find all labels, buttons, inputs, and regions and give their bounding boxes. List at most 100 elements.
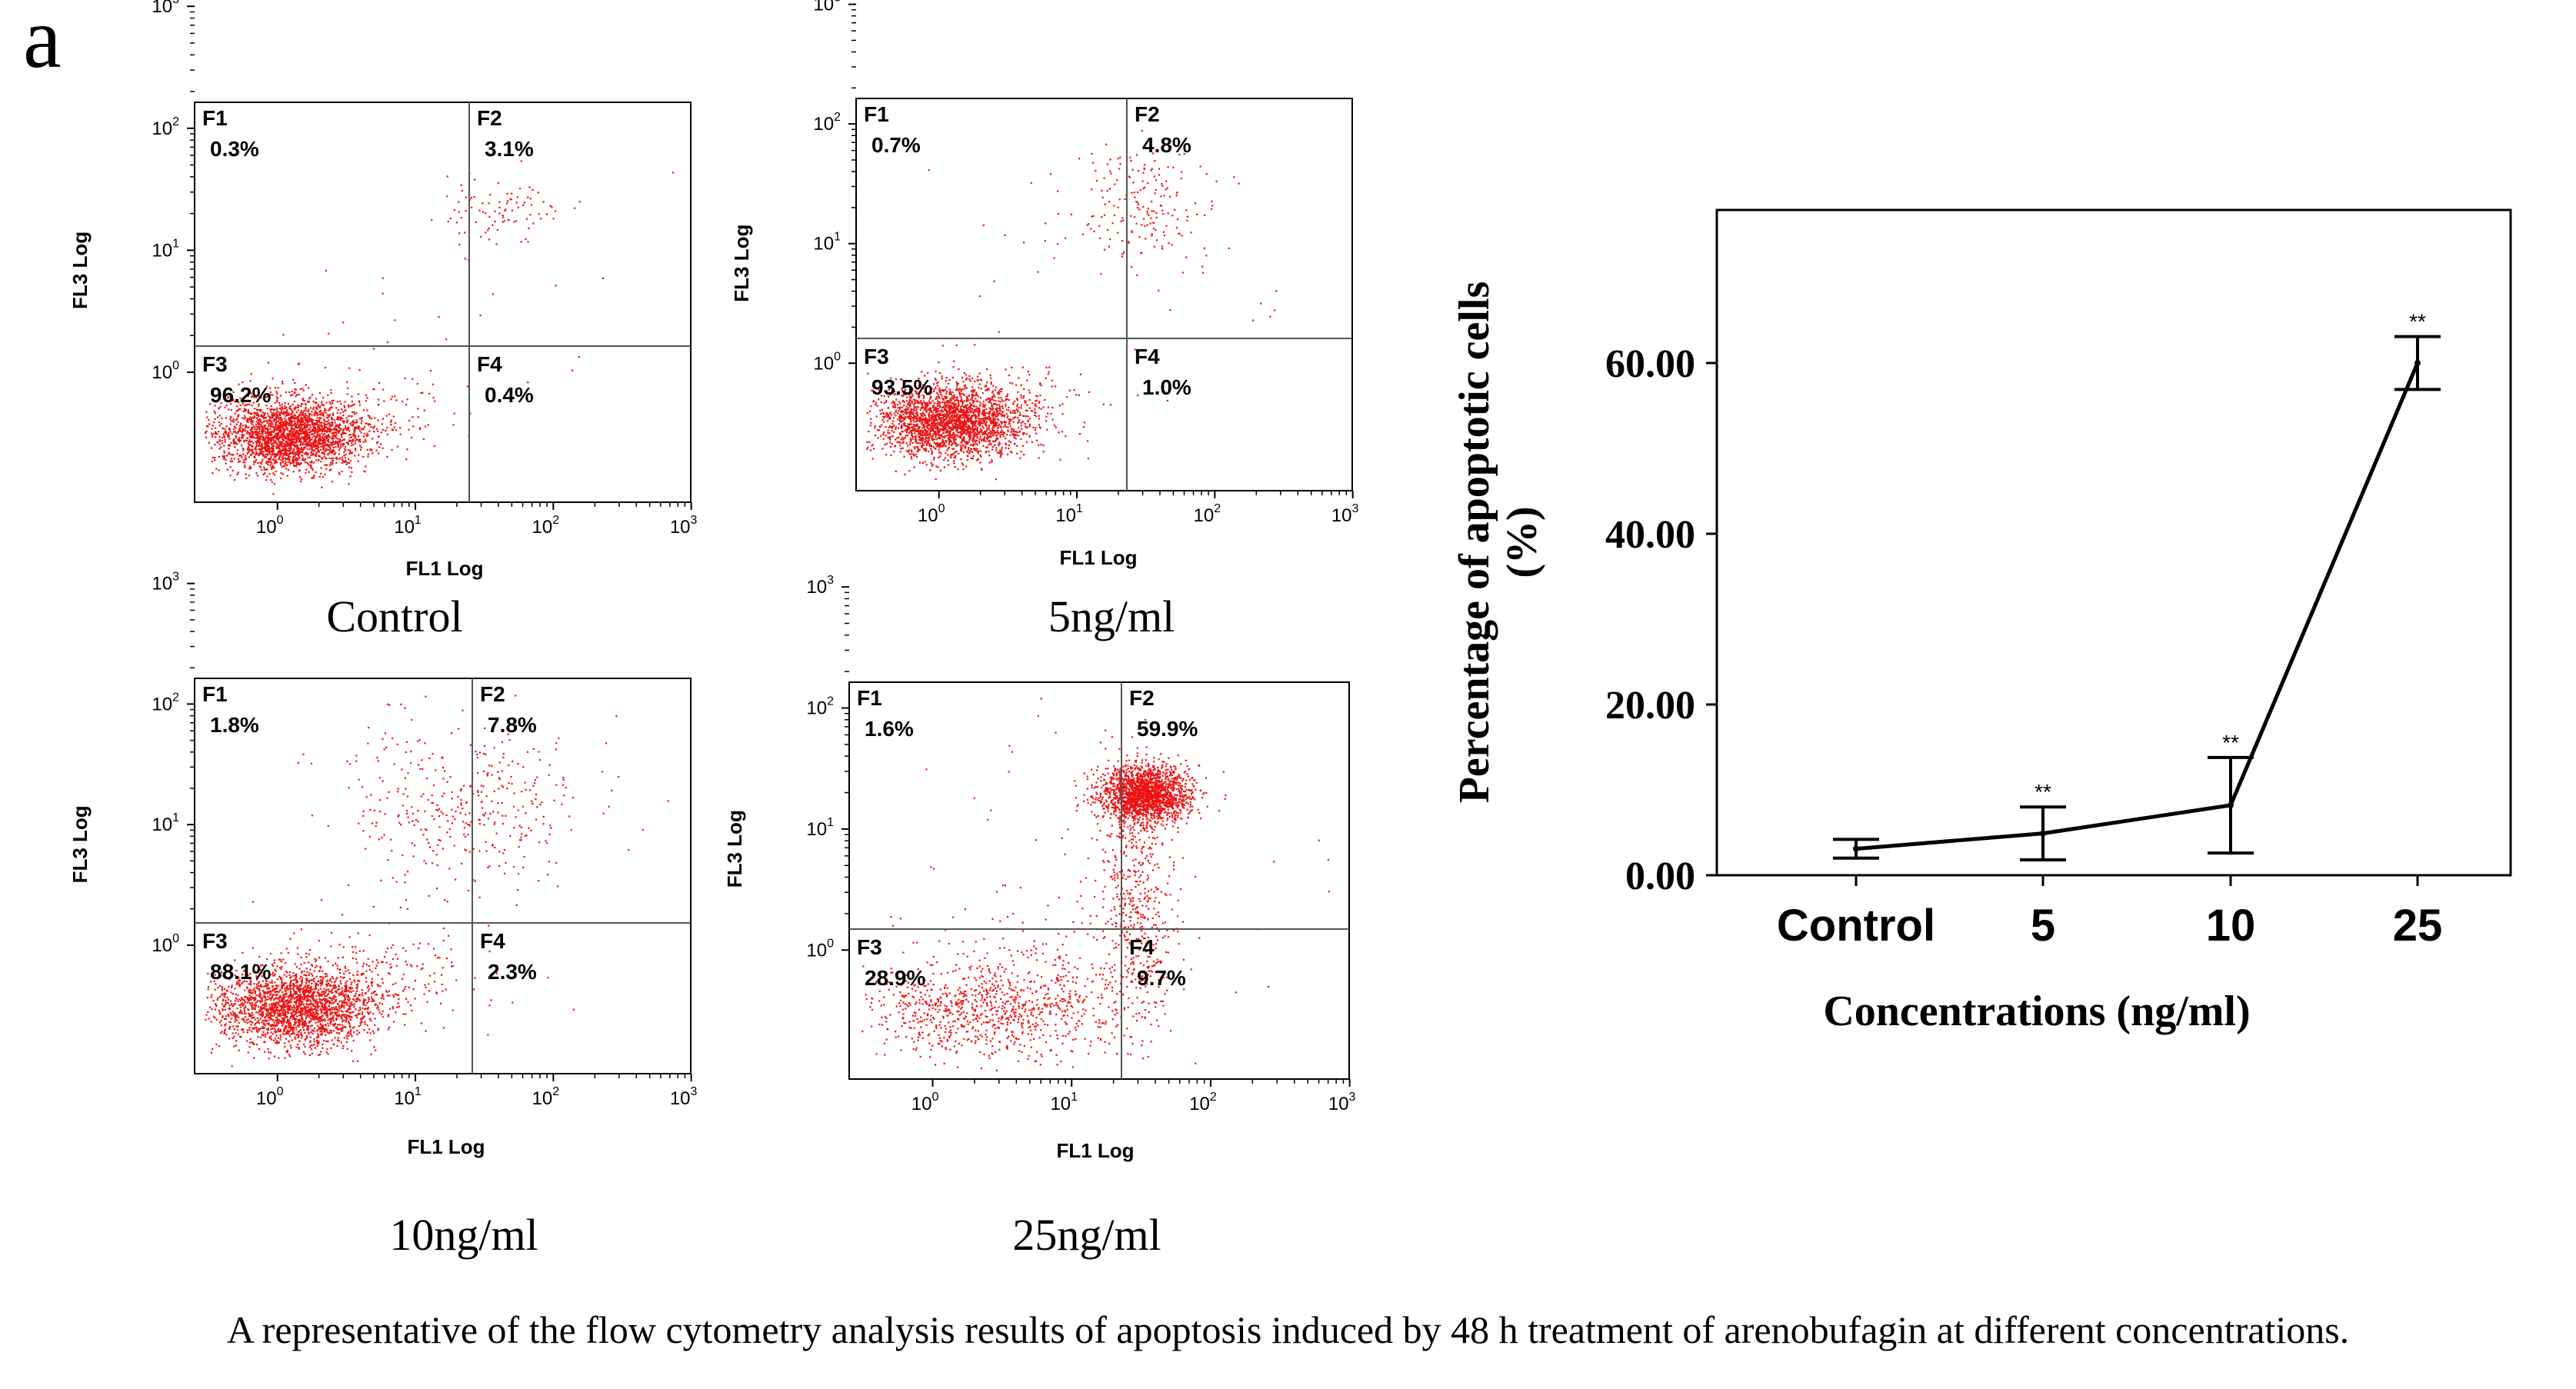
scatter-point [918, 461, 921, 464]
scatter-point [286, 421, 288, 424]
scatter-point [345, 425, 347, 428]
scatter-point [999, 435, 1001, 438]
scatter-point [302, 410, 305, 412]
scatter-point [351, 442, 353, 445]
scatter-point [417, 416, 419, 418]
scatter-point [295, 425, 297, 427]
scatter-point [1009, 381, 1011, 384]
scatter-point [975, 422, 977, 425]
scatter-point [946, 429, 948, 431]
scatter-point [555, 285, 557, 287]
scatter-point [964, 388, 966, 390]
scatter-point [244, 455, 247, 457]
scatter-point [410, 437, 413, 439]
scatter-point [948, 422, 951, 425]
scatter-point [298, 441, 301, 443]
scatter-point [925, 464, 928, 466]
scatter-point [933, 441, 935, 444]
scatter-point [265, 443, 268, 445]
scatter-point [909, 443, 911, 446]
scatter-point [266, 432, 268, 435]
scatter-point [360, 431, 362, 434]
scatter-point [263, 446, 266, 448]
scatter-point [351, 424, 353, 426]
scatter-point [271, 468, 273, 470]
scatter-point [244, 461, 246, 464]
scatter-point [928, 440, 930, 442]
scatter-point [312, 454, 314, 456]
scatter-point [967, 416, 969, 418]
scatter-point [911, 426, 913, 428]
scatter-point [331, 418, 333, 420]
scatter-point [288, 455, 290, 458]
scatter-point [275, 426, 278, 428]
scatter-point [348, 483, 350, 485]
scatter-point [305, 408, 307, 410]
scatter-point [960, 415, 962, 418]
scatter-point [967, 419, 969, 421]
scatter-point [383, 400, 385, 402]
scatter-point [262, 436, 265, 438]
scatter-point [988, 407, 991, 409]
scatter-point [928, 393, 931, 395]
scatter-point [275, 421, 277, 424]
scatter-point [222, 437, 224, 439]
scatter-point [982, 401, 985, 403]
scatter-point [965, 426, 968, 428]
scatter-point [925, 431, 928, 433]
scatter-point [252, 424, 254, 426]
scatter-point [325, 269, 327, 271]
scatter-point [942, 388, 945, 391]
scatter-point [672, 172, 675, 174]
scatter-point [989, 432, 991, 435]
scatter-point [332, 446, 335, 448]
scatter-point [245, 425, 247, 428]
scatter-point [950, 454, 952, 456]
scatter-point [295, 457, 297, 459]
scatter-point [223, 450, 225, 452]
scatter-point [312, 406, 315, 408]
scatter-point [308, 420, 310, 422]
scatter-point [252, 441, 255, 445]
scatter-point [301, 458, 303, 461]
scatter-point [323, 425, 325, 427]
scatter-point [999, 409, 1001, 411]
scatter-point [320, 417, 322, 419]
scatter-point [281, 441, 283, 443]
scatter-point [263, 412, 265, 415]
scatter-point [248, 449, 250, 451]
scatter-point [264, 455, 266, 457]
scatter-point [552, 218, 555, 220]
scatter-point [953, 438, 955, 441]
scatter-point [308, 438, 311, 440]
scatter-point [264, 472, 266, 475]
scatter-point [1020, 396, 1022, 398]
scatter-point [995, 437, 998, 439]
scatter-point [342, 438, 345, 441]
scatter-point [981, 392, 984, 395]
scatter-point [976, 394, 978, 396]
scatter-point [248, 411, 250, 414]
scatter-point [282, 457, 285, 459]
scatter-point [295, 465, 298, 468]
scatter-point [274, 387, 276, 389]
scatter-point [347, 441, 349, 444]
scatter-point [322, 411, 325, 414]
scatter-point [953, 416, 955, 418]
scatter-point [208, 418, 210, 421]
scatter-point [321, 403, 323, 405]
scatter-point [255, 434, 258, 436]
scatter-point [948, 411, 951, 414]
scatter-point [266, 449, 268, 451]
scatter-point [331, 400, 333, 402]
scatter-point [968, 452, 971, 455]
scatter-point [363, 426, 366, 428]
scatter-point [1000, 425, 1002, 428]
scatter-point [321, 458, 323, 460]
scatter-point [915, 391, 918, 393]
scatter-point [960, 409, 962, 411]
scatter-point [315, 471, 317, 474]
scatter-point [336, 441, 339, 443]
scatter-point [318, 430, 321, 432]
scatter-point [366, 409, 368, 411]
